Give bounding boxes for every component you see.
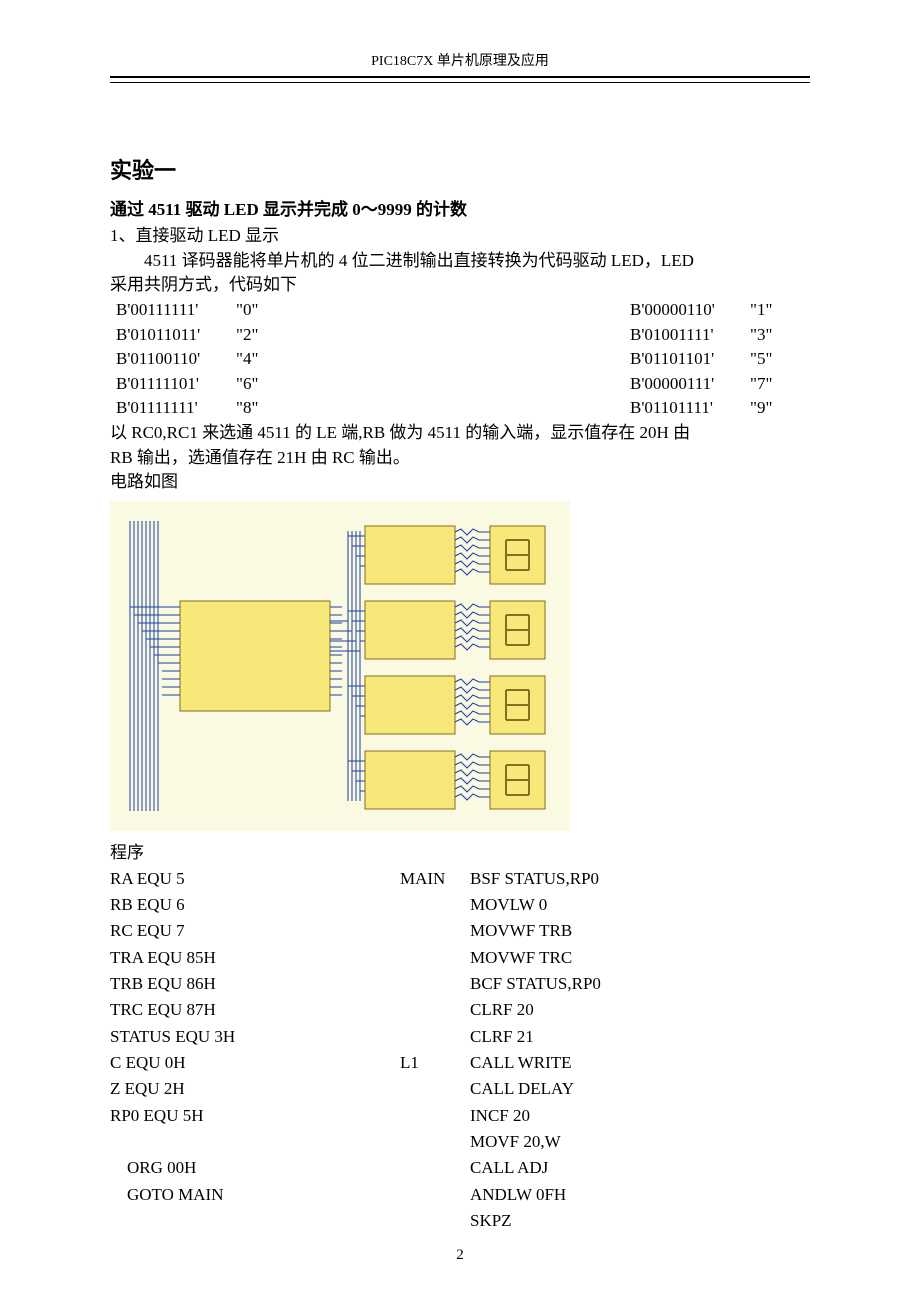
code-line: ORG 00H: [110, 1155, 400, 1181]
paragraph-line: 采用共阴方式，代码如下: [110, 273, 810, 298]
binary-code-table: B'00111111' "0" B'00000110' "1" B'010110…: [110, 298, 810, 421]
code-line: RA EQU 5: [110, 866, 400, 892]
code-left-column: RA EQU 5RB EQU 6RC EQU 7TRA EQU 85HTRB E…: [110, 866, 400, 1235]
bits-cell: B'01011011': [110, 323, 236, 348]
paragraph-line: RB 输出，选通值存在 21H 由 RC 输出。: [110, 446, 810, 471]
paragraph-line: 电路如图: [110, 470, 810, 495]
code-line: C EQU 0H: [110, 1050, 400, 1076]
code-line: TRC EQU 87H: [110, 997, 400, 1023]
code-line: CLRF 21: [400, 1024, 810, 1050]
bits-cell: B'01111111': [110, 396, 236, 421]
table-row: B'00111111' "0" B'00000110' "1": [110, 298, 810, 323]
code-line: CLRF 20: [400, 997, 810, 1023]
char-cell: "4": [236, 347, 316, 372]
bits-cell: B'00111111': [110, 298, 236, 323]
table-row: B'01100110' "4" B'01101101' "5": [110, 347, 810, 372]
code-line: MOVWF TRB: [400, 918, 810, 944]
code-line: RP0 EQU 5H: [110, 1103, 400, 1129]
code-line: MAINBSF STATUS,RP0: [400, 866, 810, 892]
circuit-diagram: [110, 501, 570, 831]
page: PIC18C7X 单片机原理及应用 实验一 通过 4511 驱动 LED 显示并…: [0, 0, 920, 1302]
code-line: Z EQU 2H: [110, 1076, 400, 1102]
code-line: INCF 20: [400, 1103, 810, 1129]
char-cell: "6": [236, 372, 316, 397]
char-cell: "2": [236, 323, 316, 348]
char-cell: "5": [750, 347, 810, 372]
paragraph-line: 4511 译码器能将单片机的 4 位二进制输出直接转换为代码驱动 LED，LED: [110, 249, 810, 274]
code-line: [110, 1129, 400, 1155]
code-line: GOTO MAIN: [110, 1182, 400, 1208]
char-cell: "7": [750, 372, 810, 397]
code-line: RC EQU 7: [110, 918, 400, 944]
code-line: MOVLW 0: [400, 892, 810, 918]
code-columns: RA EQU 5RB EQU 6RC EQU 7TRA EQU 85HTRB E…: [110, 866, 810, 1235]
paragraph-line: 以 RC0,RC1 来选通 4511 的 LE 端,RB 做为 4511 的输入…: [110, 421, 810, 446]
code-line: TRA EQU 85H: [110, 945, 400, 971]
table-row: B'01111101' "6" B'00000111' "7": [110, 372, 810, 397]
code-line: MOVWF TRC: [400, 945, 810, 971]
bits-cell: B'01101101': [630, 347, 750, 372]
bits-cell: B'00000111': [630, 372, 750, 397]
char-cell: "0": [236, 298, 316, 323]
code-line: BCF STATUS,RP0: [400, 971, 810, 997]
bits-cell: B'01001111': [630, 323, 750, 348]
char-cell: "9": [750, 396, 810, 421]
bits-cell: B'00000110': [630, 298, 750, 323]
bits-cell: B'01111101': [110, 372, 236, 397]
table-row: B'01111111' "8" B'01101111' "9": [110, 396, 810, 421]
section-subtitle: 通过 4511 驱动 LED 显示并完成 0～9999 的计数: [110, 195, 810, 220]
running-header: PIC18C7X 单片机原理及应用: [110, 50, 810, 70]
char-cell: "8": [236, 396, 316, 421]
header-rule: [110, 76, 810, 83]
code-line: L1CALL WRITE: [400, 1050, 810, 1076]
paragraph-line: 1、直接驱动 LED 显示: [110, 224, 810, 249]
table-row: B'01011011' "2" B'01001111' "3": [110, 323, 810, 348]
code-line: ANDLW 0FH: [400, 1182, 810, 1208]
program-title: 程序: [110, 841, 810, 866]
char-cell: "1": [750, 298, 810, 323]
bits-cell: B'01101111': [620, 396, 750, 421]
section-title: 实验一: [110, 153, 810, 185]
code-line: TRB EQU 86H: [110, 971, 400, 997]
schematic-svg: [110, 501, 570, 831]
page-number: 2: [0, 1247, 920, 1264]
code-line: CALL DELAY: [400, 1076, 810, 1102]
code-line: SKPZ: [400, 1208, 810, 1234]
char-cell: "3": [750, 323, 810, 348]
code-line: MOVF 20,W: [400, 1129, 810, 1155]
bits-cell: B'01100110': [110, 347, 236, 372]
code-line: STATUS EQU 3H: [110, 1024, 400, 1050]
code-right-column: MAINBSF STATUS,RP0MOVLW 0MOVWF TRBMOVWF …: [400, 866, 810, 1235]
code-line: CALL ADJ: [400, 1155, 810, 1181]
code-line: RB EQU 6: [110, 892, 400, 918]
